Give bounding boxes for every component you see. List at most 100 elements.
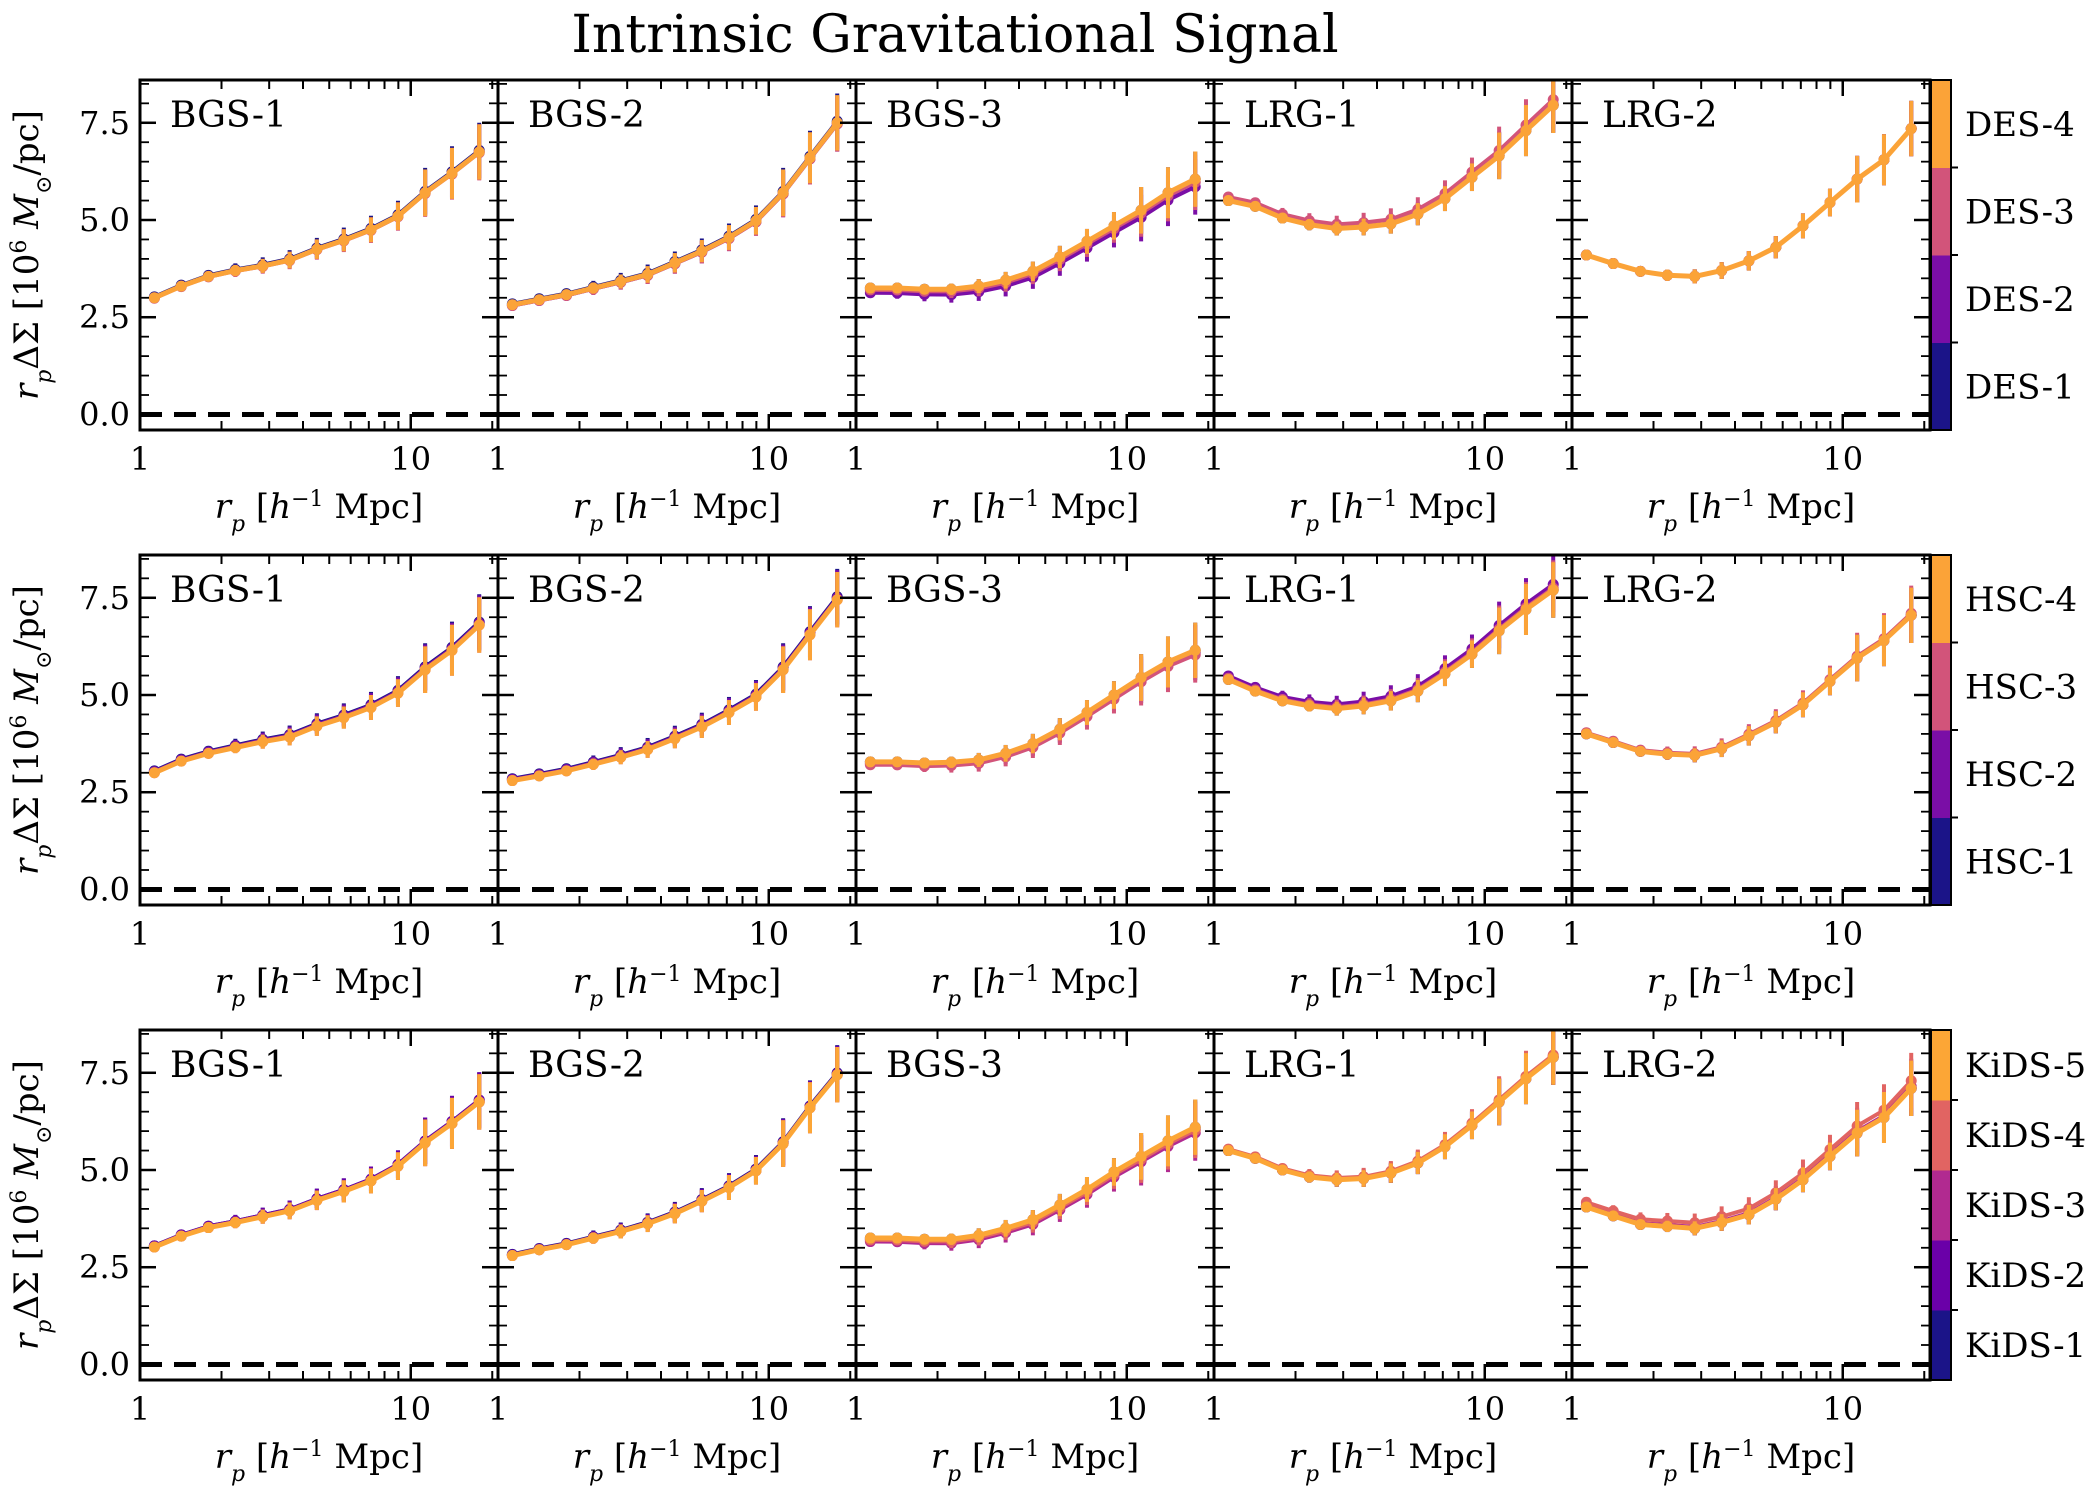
data-point xyxy=(750,215,762,227)
data-point xyxy=(1770,241,1782,253)
x-axis-label: rp [h−1 Mpc] xyxy=(573,962,781,1012)
data-point xyxy=(1081,707,1093,718)
y-axis-label: rpΔΣ [106 M⊙/pc] xyxy=(7,110,57,400)
y-axis-label: rpΔΣ [106 M⊙/pc] xyxy=(7,585,57,875)
series-group xyxy=(864,622,1201,773)
data-point xyxy=(473,1096,485,1108)
data-point xyxy=(1905,123,1917,135)
data-point xyxy=(1135,204,1147,216)
series-kids-5 xyxy=(148,1074,485,1253)
colorbar-segment xyxy=(1931,1030,1951,1101)
panel-label: BGS-1 xyxy=(170,95,287,136)
series-group xyxy=(1222,80,1559,236)
data-point xyxy=(284,731,296,743)
data-point xyxy=(257,736,269,748)
x-tick-label: 1 xyxy=(1562,1390,1582,1428)
data-point xyxy=(891,1232,903,1244)
data-point xyxy=(473,146,485,158)
data-point xyxy=(1797,220,1809,232)
series-hsc-4 xyxy=(1222,562,1559,716)
series-line xyxy=(511,598,840,784)
x-tick-label: 10 xyxy=(390,1390,431,1428)
colorbar-segment xyxy=(1931,1170,1951,1241)
x-tick-label: 10 xyxy=(1464,915,1505,953)
data-point xyxy=(1162,1135,1174,1147)
series-line xyxy=(512,598,839,783)
data-point xyxy=(1547,584,1559,596)
data-point xyxy=(587,1232,599,1244)
y-tick-label: 5.0 xyxy=(79,676,130,714)
row-kids: 1 10 BGS-1 rp [h−1 Mpc] 1 10 BGS-2 rp [h−1 Mpc]… xyxy=(7,1028,2086,1487)
data-point xyxy=(1439,668,1451,680)
data-point xyxy=(864,282,876,294)
data-point xyxy=(1027,265,1039,277)
data-point xyxy=(831,594,843,606)
data-point xyxy=(257,260,269,272)
data-point xyxy=(1689,1222,1701,1234)
colorbar-hsc: HSC-1 HSC-2 HSC-3 HSC-4 xyxy=(1930,554,2077,906)
x-axis-label: rp [h−1 Mpc] xyxy=(931,487,1139,537)
colorbar-label: HSC-1 xyxy=(1965,842,2077,882)
data-point xyxy=(1108,689,1120,701)
series-kids-5 xyxy=(1580,1060,1917,1236)
colorbar-des: DES-1 DES-2 DES-3 DES-4 xyxy=(1930,79,2075,431)
series-group xyxy=(1222,556,1559,716)
data-point xyxy=(446,644,458,656)
data-point xyxy=(284,254,296,266)
series-kids-5 xyxy=(1222,1030,1559,1187)
x-tick-label: 10 xyxy=(1822,440,1863,478)
data-point xyxy=(1189,1121,1201,1133)
colorbar-label: HSC-3 xyxy=(1965,667,2077,707)
panel-label: LRG-2 xyxy=(1602,1045,1718,1086)
data-point xyxy=(973,1229,985,1241)
data-point xyxy=(175,1230,187,1242)
data-point xyxy=(864,1232,876,1244)
data-point xyxy=(918,757,930,769)
x-tick-label: 10 xyxy=(390,915,431,953)
data-point xyxy=(1054,1199,1066,1211)
data-point xyxy=(148,767,160,779)
data-point xyxy=(1358,221,1370,233)
panel-hsc-bgs-3: 1 10 BGS-3 rp [h−1 Mpc] xyxy=(846,553,1216,1012)
series-group xyxy=(148,1072,485,1253)
series-line xyxy=(512,122,839,308)
data-point xyxy=(696,245,708,257)
colorbar-label: DES-1 xyxy=(1965,367,2075,407)
data-point xyxy=(1905,609,1917,621)
data-point xyxy=(1851,652,1863,664)
data-point xyxy=(560,765,572,777)
x-tick-label: 10 xyxy=(748,440,789,478)
data-point xyxy=(506,775,518,787)
data-point xyxy=(229,265,241,277)
data-point xyxy=(419,1137,431,1149)
data-point xyxy=(1276,212,1288,224)
x-tick-label: 1 xyxy=(846,440,866,478)
panel-label: BGS-3 xyxy=(886,95,1003,136)
panel-hsc-bgs-2: 1 10 BGS-2 rp [h−1 Mpc] xyxy=(488,553,858,1012)
data-point xyxy=(1824,1150,1836,1162)
panel-des-lrg-1: 1 10 LRG-1 rp [h−1 Mpc] xyxy=(1204,78,1574,537)
data-point xyxy=(669,733,681,745)
data-point xyxy=(533,294,545,306)
data-point xyxy=(696,1195,708,1207)
series-hsc-2 xyxy=(148,595,485,778)
data-point xyxy=(642,268,654,280)
series-des-4 xyxy=(864,151,1201,295)
data-point xyxy=(419,187,431,199)
data-point xyxy=(696,721,708,733)
y-tick-label: 5.0 xyxy=(79,201,130,239)
panel-label: BGS-2 xyxy=(528,95,645,136)
colorbar-segment xyxy=(1931,80,1951,168)
x-axis-label: rp [h−1 Mpc] xyxy=(215,487,423,537)
x-axis-label: rp [h−1 Mpc] xyxy=(1647,1437,1855,1487)
data-point xyxy=(1358,700,1370,712)
series-group xyxy=(864,1099,1201,1251)
series-hsc-4 xyxy=(506,572,843,787)
data-point xyxy=(1276,695,1288,707)
series-group xyxy=(1580,100,1917,284)
data-point xyxy=(284,1205,296,1217)
data-point xyxy=(311,1194,323,1206)
data-point xyxy=(1081,1183,1093,1195)
data-point xyxy=(1661,269,1673,281)
x-axis-label: rp [h−1 Mpc] xyxy=(1647,962,1855,1012)
